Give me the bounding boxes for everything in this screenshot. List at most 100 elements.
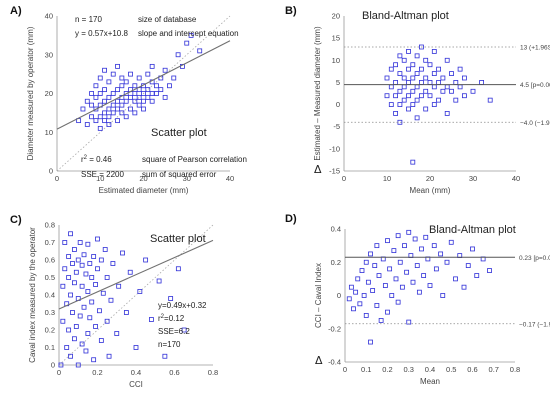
data-point [83,271,89,277]
y-axis-title: Diameter measured by operator (mm) [26,26,35,160]
data-point [156,278,162,284]
data-point [85,289,91,294]
data-point [141,91,146,96]
x-tick-label: 0.6 [169,368,179,377]
x-tick-label: 0.2 [92,368,102,377]
data-point [128,94,133,100]
data-point [346,296,352,302]
data-point [175,266,181,272]
data-point [149,63,155,69]
data-point [181,327,187,333]
data-point [83,348,89,354]
chart-panel-3: D) 0 0.1 0.2 0.3 0.4 0.5 0.6 0.7 0.8 -0.4 -0.2 0 0.2 0… [285,213,550,386]
data-point [353,289,359,295]
data-point [401,57,407,63]
data-point [110,71,116,77]
data-point [132,98,138,104]
data-point [72,280,77,286]
x-axis-title: Mean [420,377,440,386]
data-point [410,75,416,81]
data-point [351,306,356,312]
annotation: SSE = 2200 [81,170,124,179]
x-tick-label: 20 [426,174,434,183]
y-tick-label: -0.2 [328,324,341,333]
x-tick-label: 0.5 [446,365,456,374]
data-point [60,318,66,324]
data-point [102,98,107,104]
data-point [89,102,94,108]
data-point [385,309,390,315]
data-point [102,87,107,93]
data-point [388,66,394,72]
data-point [106,106,112,112]
data-point [363,313,369,318]
data-point [141,98,146,104]
y-tick-label: 0.3 [45,308,55,317]
data-point [436,80,442,85]
y-tick-label: -15 [329,167,340,176]
data-point [427,93,433,99]
data-point [444,57,450,63]
y-tick-label: 0.1 [45,343,55,352]
data-point [359,268,365,273]
data-point [479,80,485,85]
data-point [449,88,454,94]
data-point [97,91,103,96]
data-point [68,353,73,359]
data-point [440,88,446,94]
data-point [418,80,424,85]
data-point [167,83,172,89]
data-point [81,252,87,258]
data-point [91,254,97,259]
data-point [397,102,403,107]
data-point [89,299,95,305]
data-point [132,91,138,96]
data-point [93,106,99,112]
data-point [72,336,77,342]
data-point [62,240,68,245]
data-point [123,79,129,85]
data-point [64,345,70,350]
data-point [402,243,407,249]
data-point [436,66,442,72]
data-point [115,106,120,112]
data-point [414,71,420,76]
data-point [143,257,149,263]
data-point [162,353,168,359]
x-tick-label: 40 [226,174,234,183]
annotation: SSE=6.2 [158,327,190,336]
data-point [410,102,416,107]
data-point [414,53,420,59]
data-point [406,106,411,112]
data-point [357,301,363,307]
data-point [108,297,114,303]
data-point [89,275,95,280]
y-tick-label: 30 [45,50,53,59]
x-axis-title: Estimated diameter (mm) [99,186,189,195]
data-point [145,94,151,100]
data-point [68,292,73,298]
x-axis-title: Mean (mm) [410,186,451,195]
data-point [102,67,107,73]
data-point [406,49,411,54]
y-tick-label: 40 [45,12,53,21]
annotation: sum of squared error [142,170,217,179]
data-point [418,66,424,72]
data-point [365,279,371,285]
data-point [461,284,467,290]
data-point [361,293,367,298]
data-point [470,88,476,94]
data-point [137,289,143,294]
data-point [136,94,142,100]
x-tick-label: 0.3 [404,365,414,374]
data-point [397,71,403,76]
data-point [414,84,420,90]
data-point [171,75,177,81]
data-point [393,276,399,282]
x-tick-label: 0 [342,174,346,183]
data-point [461,75,467,81]
data-point [80,106,86,112]
data-point [406,66,411,72]
x-tick-label: 0 [57,368,61,377]
annotation: r2 = 0.46 [81,155,112,164]
